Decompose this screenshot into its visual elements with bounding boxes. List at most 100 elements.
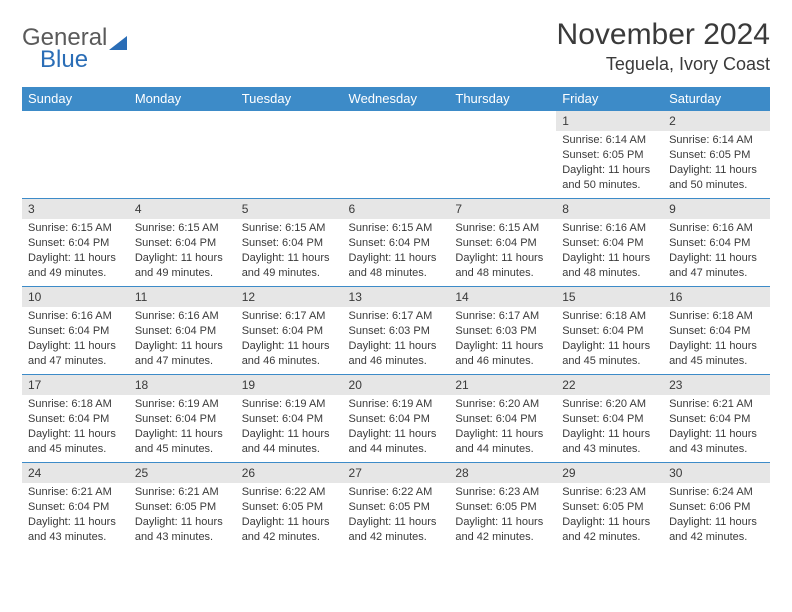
daylight-text: Daylight: 11 hours and 42 minutes. xyxy=(242,515,337,545)
day-cell: 3Sunrise: 6:15 AMSunset: 6:04 PMDaylight… xyxy=(22,199,129,287)
header: General Blue November 2024 Teguela, Ivor… xyxy=(22,18,770,75)
daylight-text: Daylight: 11 hours and 46 minutes. xyxy=(349,339,444,369)
day-text: Sunrise: 6:24 AMSunset: 6:06 PMDaylight:… xyxy=(663,483,770,548)
weekday-wed: Wednesday xyxy=(343,87,450,111)
day-number: 20 xyxy=(343,375,450,395)
day-number: 27 xyxy=(343,463,450,483)
daylight-text: Daylight: 11 hours and 45 minutes. xyxy=(562,339,657,369)
day-cell: 30Sunrise: 6:24 AMSunset: 6:06 PMDayligh… xyxy=(663,463,770,551)
daylight-text: Daylight: 11 hours and 44 minutes. xyxy=(349,427,444,457)
logo-word2: Blue xyxy=(40,46,88,74)
day-cell: 9Sunrise: 6:16 AMSunset: 6:04 PMDaylight… xyxy=(663,199,770,287)
day-number: 1 xyxy=(556,111,663,131)
week-row: 1Sunrise: 6:14 AMSunset: 6:05 PMDaylight… xyxy=(22,111,770,199)
day-cell: 8Sunrise: 6:16 AMSunset: 6:04 PMDaylight… xyxy=(556,199,663,287)
day-number: 26 xyxy=(236,463,343,483)
day-text: Sunrise: 6:20 AMSunset: 6:04 PMDaylight:… xyxy=(449,395,556,460)
day-cell: 7Sunrise: 6:15 AMSunset: 6:04 PMDaylight… xyxy=(449,199,556,287)
day-cell: 2Sunrise: 6:14 AMSunset: 6:05 PMDaylight… xyxy=(663,111,770,199)
day-number: 16 xyxy=(663,287,770,307)
sunset-text: Sunset: 6:05 PM xyxy=(455,500,550,515)
sunset-text: Sunset: 6:04 PM xyxy=(242,412,337,427)
day-cell: 17Sunrise: 6:18 AMSunset: 6:04 PMDayligh… xyxy=(22,375,129,463)
daylight-text: Daylight: 11 hours and 43 minutes. xyxy=(669,427,764,457)
day-text: Sunrise: 6:19 AMSunset: 6:04 PMDaylight:… xyxy=(129,395,236,460)
daylight-text: Daylight: 11 hours and 47 minutes. xyxy=(135,339,230,369)
day-number: 9 xyxy=(663,199,770,219)
day-cell: 18Sunrise: 6:19 AMSunset: 6:04 PMDayligh… xyxy=(129,375,236,463)
day-text: Sunrise: 6:18 AMSunset: 6:04 PMDaylight:… xyxy=(22,395,129,460)
day-cell: 28Sunrise: 6:23 AMSunset: 6:05 PMDayligh… xyxy=(449,463,556,551)
daylight-text: Daylight: 11 hours and 42 minutes. xyxy=(455,515,550,545)
day-cell: 23Sunrise: 6:21 AMSunset: 6:04 PMDayligh… xyxy=(663,375,770,463)
daylight-text: Daylight: 11 hours and 48 minutes. xyxy=(455,251,550,281)
sunset-text: Sunset: 6:05 PM xyxy=(349,500,444,515)
day-text: Sunrise: 6:20 AMSunset: 6:04 PMDaylight:… xyxy=(556,395,663,460)
logo-wrap: General Blue xyxy=(22,24,127,74)
daylight-text: Daylight: 11 hours and 45 minutes. xyxy=(28,427,123,457)
weekday-tue: Tuesday xyxy=(236,87,343,111)
title-block: November 2024 Teguela, Ivory Coast xyxy=(557,18,770,75)
daylight-text: Daylight: 11 hours and 49 minutes. xyxy=(242,251,337,281)
daylight-text: Daylight: 11 hours and 44 minutes. xyxy=(455,427,550,457)
sunrise-text: Sunrise: 6:23 AM xyxy=(455,485,550,500)
sunset-text: Sunset: 6:04 PM xyxy=(28,412,123,427)
day-text: Sunrise: 6:21 AMSunset: 6:05 PMDaylight:… xyxy=(129,483,236,548)
sunrise-text: Sunrise: 6:18 AM xyxy=(28,397,123,412)
daylight-text: Daylight: 11 hours and 43 minutes. xyxy=(135,515,230,545)
day-text: Sunrise: 6:15 AMSunset: 6:04 PMDaylight:… xyxy=(236,219,343,284)
day-cell xyxy=(236,111,343,199)
sunrise-text: Sunrise: 6:15 AM xyxy=(349,221,444,236)
day-text: Sunrise: 6:16 AMSunset: 6:04 PMDaylight:… xyxy=(129,307,236,372)
day-text: Sunrise: 6:15 AMSunset: 6:04 PMDaylight:… xyxy=(22,219,129,284)
sunset-text: Sunset: 6:04 PM xyxy=(562,236,657,251)
sunrise-text: Sunrise: 6:16 AM xyxy=(562,221,657,236)
sunrise-text: Sunrise: 6:24 AM xyxy=(669,485,764,500)
sunset-text: Sunset: 6:04 PM xyxy=(28,500,123,515)
day-number: 24 xyxy=(22,463,129,483)
week-row: 24Sunrise: 6:21 AMSunset: 6:04 PMDayligh… xyxy=(22,463,770,551)
daylight-text: Daylight: 11 hours and 45 minutes. xyxy=(669,339,764,369)
day-cell: 24Sunrise: 6:21 AMSunset: 6:04 PMDayligh… xyxy=(22,463,129,551)
sunset-text: Sunset: 6:04 PM xyxy=(349,412,444,427)
day-number: 3 xyxy=(22,199,129,219)
sunrise-text: Sunrise: 6:19 AM xyxy=(135,397,230,412)
daylight-text: Daylight: 11 hours and 44 minutes. xyxy=(242,427,337,457)
sunset-text: Sunset: 6:04 PM xyxy=(669,324,764,339)
day-number: 25 xyxy=(129,463,236,483)
sunrise-text: Sunrise: 6:19 AM xyxy=(349,397,444,412)
day-text: Sunrise: 6:16 AMSunset: 6:04 PMDaylight:… xyxy=(556,219,663,284)
day-number: 30 xyxy=(663,463,770,483)
sunrise-text: Sunrise: 6:19 AM xyxy=(242,397,337,412)
sunset-text: Sunset: 6:04 PM xyxy=(28,324,123,339)
day-cell: 11Sunrise: 6:16 AMSunset: 6:04 PMDayligh… xyxy=(129,287,236,375)
sunset-text: Sunset: 6:04 PM xyxy=(242,236,337,251)
sunset-text: Sunset: 6:04 PM xyxy=(562,412,657,427)
sunrise-text: Sunrise: 6:17 AM xyxy=(349,309,444,324)
weekday-sat: Saturday xyxy=(663,87,770,111)
logo: General Blue xyxy=(22,18,127,74)
day-cell: 4Sunrise: 6:15 AMSunset: 6:04 PMDaylight… xyxy=(129,199,236,287)
day-cell: 20Sunrise: 6:19 AMSunset: 6:04 PMDayligh… xyxy=(343,375,450,463)
sunset-text: Sunset: 6:04 PM xyxy=(28,236,123,251)
sunrise-text: Sunrise: 6:14 AM xyxy=(669,133,764,148)
sunrise-text: Sunrise: 6:16 AM xyxy=(135,309,230,324)
daylight-text: Daylight: 11 hours and 49 minutes. xyxy=(28,251,123,281)
sunset-text: Sunset: 6:03 PM xyxy=(455,324,550,339)
day-text: Sunrise: 6:17 AMSunset: 6:03 PMDaylight:… xyxy=(343,307,450,372)
day-number: 29 xyxy=(556,463,663,483)
day-text: Sunrise: 6:15 AMSunset: 6:04 PMDaylight:… xyxy=(343,219,450,284)
daylight-text: Daylight: 11 hours and 42 minutes. xyxy=(562,515,657,545)
sunset-text: Sunset: 6:04 PM xyxy=(135,236,230,251)
day-cell: 16Sunrise: 6:18 AMSunset: 6:04 PMDayligh… xyxy=(663,287,770,375)
daylight-text: Daylight: 11 hours and 43 minutes. xyxy=(28,515,123,545)
day-number: 15 xyxy=(556,287,663,307)
day-text: Sunrise: 6:23 AMSunset: 6:05 PMDaylight:… xyxy=(556,483,663,548)
day-text: Sunrise: 6:19 AMSunset: 6:04 PMDaylight:… xyxy=(343,395,450,460)
day-number: 13 xyxy=(343,287,450,307)
day-number: 14 xyxy=(449,287,556,307)
weekday-fri: Friday xyxy=(556,87,663,111)
sunrise-text: Sunrise: 6:22 AM xyxy=(242,485,337,500)
day-number: 8 xyxy=(556,199,663,219)
day-cell xyxy=(22,111,129,199)
